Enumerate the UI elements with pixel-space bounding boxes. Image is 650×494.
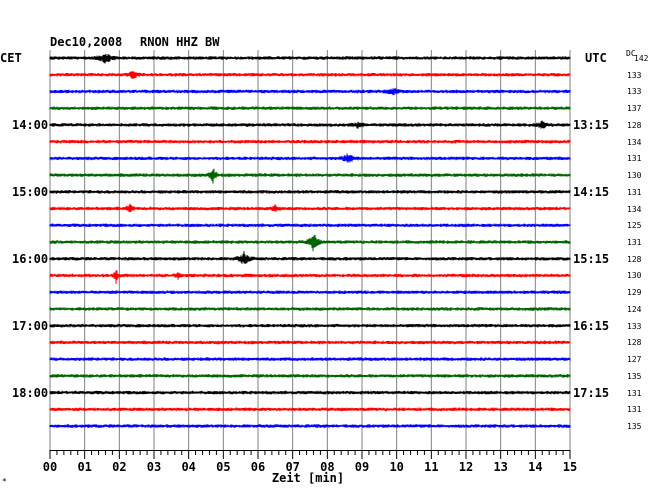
- x-tick-label: 08: [320, 460, 334, 474]
- x-tick-label: 14: [528, 460, 542, 474]
- dc-value: 135: [627, 422, 642, 432]
- x-tick-label: 15: [563, 460, 577, 474]
- left-hour-label: 15:00: [12, 184, 49, 199]
- x-tick-label: 02: [112, 460, 126, 474]
- dc-value: 131: [627, 388, 642, 398]
- dc-value: 133: [627, 87, 642, 97]
- dc-value: 128: [627, 338, 642, 348]
- dc-value: 127: [627, 355, 642, 365]
- dc-value: 131: [627, 405, 642, 415]
- seismic-trace: [49, 223, 571, 228]
- dc-value: 128: [627, 254, 642, 264]
- dc-value: 128: [627, 120, 642, 130]
- dc-value: 133: [627, 321, 642, 331]
- left-hour-label: 17:00: [12, 318, 49, 333]
- dc-value: 137: [627, 104, 642, 114]
- x-tick-label: 13: [493, 460, 507, 474]
- dc-value: 131: [627, 187, 642, 197]
- dc-value: 124: [627, 304, 642, 314]
- dc-column-label: DC: [626, 49, 636, 58]
- seismic-trace: [49, 407, 571, 412]
- seismic-trace: [49, 357, 571, 361]
- right-hour-label: 14:15: [573, 184, 610, 199]
- x-axis-title: Zeit [min]: [272, 471, 344, 485]
- right-hour-label: 13:15: [573, 117, 610, 132]
- seismic-trace: [49, 270, 571, 284]
- dc-value: 131: [627, 238, 642, 248]
- x-tick-label: 10: [389, 460, 403, 474]
- header-date: Dec10,2008: [50, 35, 123, 49]
- seismic-trace: [49, 251, 571, 264]
- dc-value: 134: [627, 204, 642, 214]
- x-tick-label: 11: [424, 460, 438, 474]
- x-tick-label: 06: [251, 460, 265, 474]
- dc-value: 134: [627, 137, 642, 147]
- seismic-trace: [49, 323, 571, 328]
- seismic-trace: [49, 203, 571, 213]
- seismic-trace: [49, 54, 571, 64]
- left-hour-label: 16:00: [12, 251, 49, 266]
- x-tick-label: 12: [459, 460, 473, 474]
- dc-value: 130: [627, 171, 642, 181]
- left-hour-label: 18:00: [12, 385, 49, 400]
- footnote-mark: *: [2, 477, 7, 486]
- seismic-trace: [49, 307, 571, 311]
- seismic-trace: [49, 340, 571, 345]
- dc-value: 129: [627, 288, 642, 298]
- x-tick-label: 07: [285, 460, 299, 474]
- seismic-trace: [49, 290, 571, 294]
- x-tick-label: 05: [216, 460, 230, 474]
- seismic-trace: [49, 190, 571, 194]
- dc-value: 142: [634, 54, 649, 63]
- x-tick-label: 09: [355, 460, 369, 474]
- dc-value: 130: [627, 271, 642, 281]
- seismic-trace: [49, 139, 571, 144]
- right-hour-label: 15:15: [573, 251, 610, 266]
- seismic-trace: [49, 120, 571, 129]
- dc-value: 135: [627, 371, 642, 381]
- x-tick-label: 04: [181, 460, 195, 474]
- header-station: RNON HHZ BW: [140, 35, 220, 49]
- seismic-trace: [49, 390, 571, 395]
- right-hour-label: 16:15: [573, 318, 610, 333]
- seismic-trace: [49, 168, 571, 184]
- seismic-trace: [49, 70, 571, 79]
- x-tick-label: 00: [43, 460, 57, 474]
- seismic-trace: [49, 153, 571, 163]
- dc-value: 133: [627, 70, 642, 80]
- right-timezone-label: UTC: [585, 51, 607, 65]
- x-tick-label: 01: [77, 460, 91, 474]
- left-timezone-label: CET: [0, 51, 22, 65]
- right-hour-label: 17:15: [573, 385, 610, 400]
- seismic-trace: [49, 374, 571, 378]
- left-hour-label: 14:00: [12, 117, 49, 132]
- seismic-trace: [49, 87, 571, 96]
- seismic-trace: [49, 234, 571, 252]
- dc-value: 125: [627, 221, 642, 231]
- seismic-trace: [49, 424, 571, 428]
- x-tick-label: 03: [147, 460, 161, 474]
- dc-value: 131: [627, 154, 642, 164]
- seismic-trace: [49, 106, 571, 110]
